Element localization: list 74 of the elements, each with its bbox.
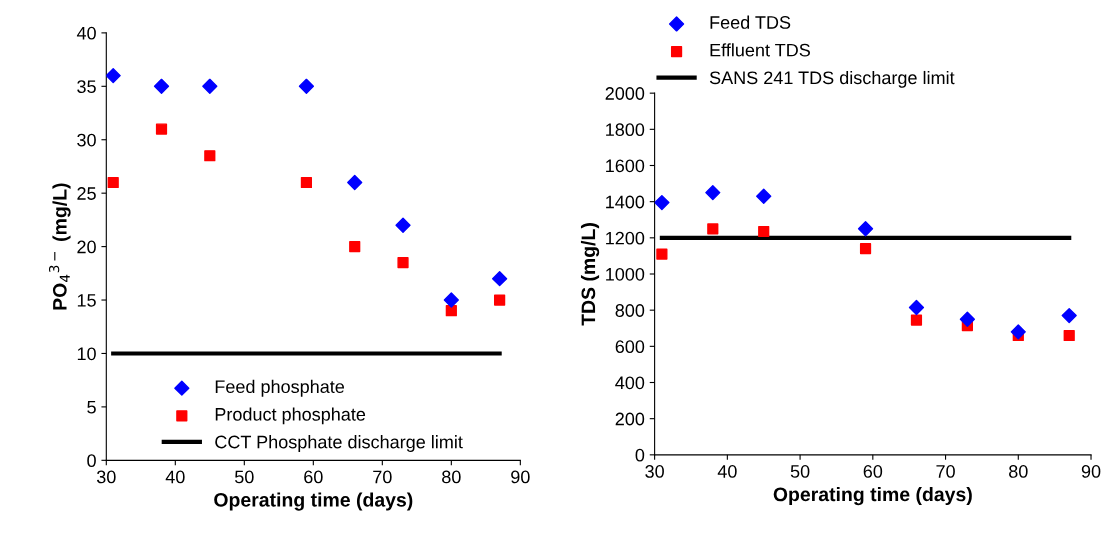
point [106, 67, 121, 84]
y-tick-label: 0 [87, 454, 96, 468]
x-tick-label: 90 [1081, 465, 1101, 478]
y-tick-label: 25 [77, 187, 96, 200]
x-axis-title: Operating time (days) [773, 486, 972, 506]
y-tick-label: 20 [77, 240, 96, 254]
x-tick-label: 80 [442, 470, 461, 484]
y-axis-title: TDS (mg/L) [580, 223, 600, 326]
point [908, 299, 925, 316]
point [1061, 307, 1077, 324]
x-tick-label: 50 [235, 470, 254, 484]
point [654, 194, 670, 211]
point [910, 314, 923, 326]
x-tick-label: 30 [96, 470, 116, 484]
legend-label: Product phosphate [215, 407, 366, 425]
y-tick-label: 1200 [606, 231, 645, 245]
x-tick-label: 80 [1009, 465, 1028, 478]
point [300, 176, 313, 189]
point [298, 78, 315, 94]
point [349, 240, 361, 253]
y-tick-label: 5 [87, 401, 96, 414]
point [859, 243, 872, 255]
point [202, 78, 218, 94]
legend-label: Feed TDS [710, 15, 791, 29]
y-tick-label: 35 [77, 80, 96, 94]
point [494, 294, 506, 306]
legend-label: Effluent TDS [710, 43, 810, 57]
y-tick-label: 1400 [606, 195, 645, 209]
y-tick-label: 2000 [605, 87, 645, 100]
point [155, 123, 168, 135]
point [204, 150, 216, 162]
y-tick-label: 40 [76, 26, 96, 40]
point [107, 176, 119, 189]
y-tick-label: 600 [615, 340, 645, 354]
point [656, 248, 668, 260]
point [758, 225, 770, 238]
x-tick-label: 40 [717, 465, 737, 478]
point [443, 292, 459, 308]
y-tick-label: 1000 [606, 267, 645, 281]
y-tick-label: 30 [77, 133, 96, 147]
point [1063, 329, 1075, 342]
y-axis-title: PO$_{4}$$^{3−}$ (mg/L) [48, 183, 71, 310]
x-tick-label: 60 [304, 470, 323, 484]
point [347, 174, 363, 191]
y-tick-label: 10 [77, 347, 96, 361]
x-tick-label: 30 [645, 465, 664, 478]
y-tick-label: 800 [615, 304, 645, 317]
legend-label: CCT Phosphate discharge limit [215, 435, 463, 452]
y-tick-label: 400 [615, 376, 645, 390]
y-tick-label: 1600 [606, 159, 645, 173]
y-tick-label: 15 [77, 294, 96, 307]
point [705, 184, 721, 201]
x-tick-label: 70 [936, 465, 955, 478]
x-axis-title: Operating time (days) [214, 492, 413, 511]
point [857, 221, 874, 237]
x-tick-label: 70 [373, 470, 392, 484]
x-tick-label: 90 [511, 470, 530, 484]
x-tick-label: 40 [165, 470, 185, 484]
point [445, 305, 457, 317]
point [153, 78, 170, 94]
point [491, 271, 508, 287]
y-tick-label: 0 [635, 448, 645, 462]
legend-label: SANS 241 TDS discharge limit [709, 70, 955, 88]
y-tick-label: 200 [615, 412, 645, 426]
y-tick-label: 1800 [606, 123, 645, 137]
point [707, 223, 719, 235]
point [397, 257, 409, 269]
x-tick-label: 60 [863, 465, 883, 478]
point [756, 188, 772, 204]
legend-label: Feed phosphate [215, 379, 345, 397]
x-tick-label: 50 [790, 465, 810, 478]
point [395, 217, 411, 233]
point [959, 311, 976, 327]
point [1010, 324, 1026, 340]
